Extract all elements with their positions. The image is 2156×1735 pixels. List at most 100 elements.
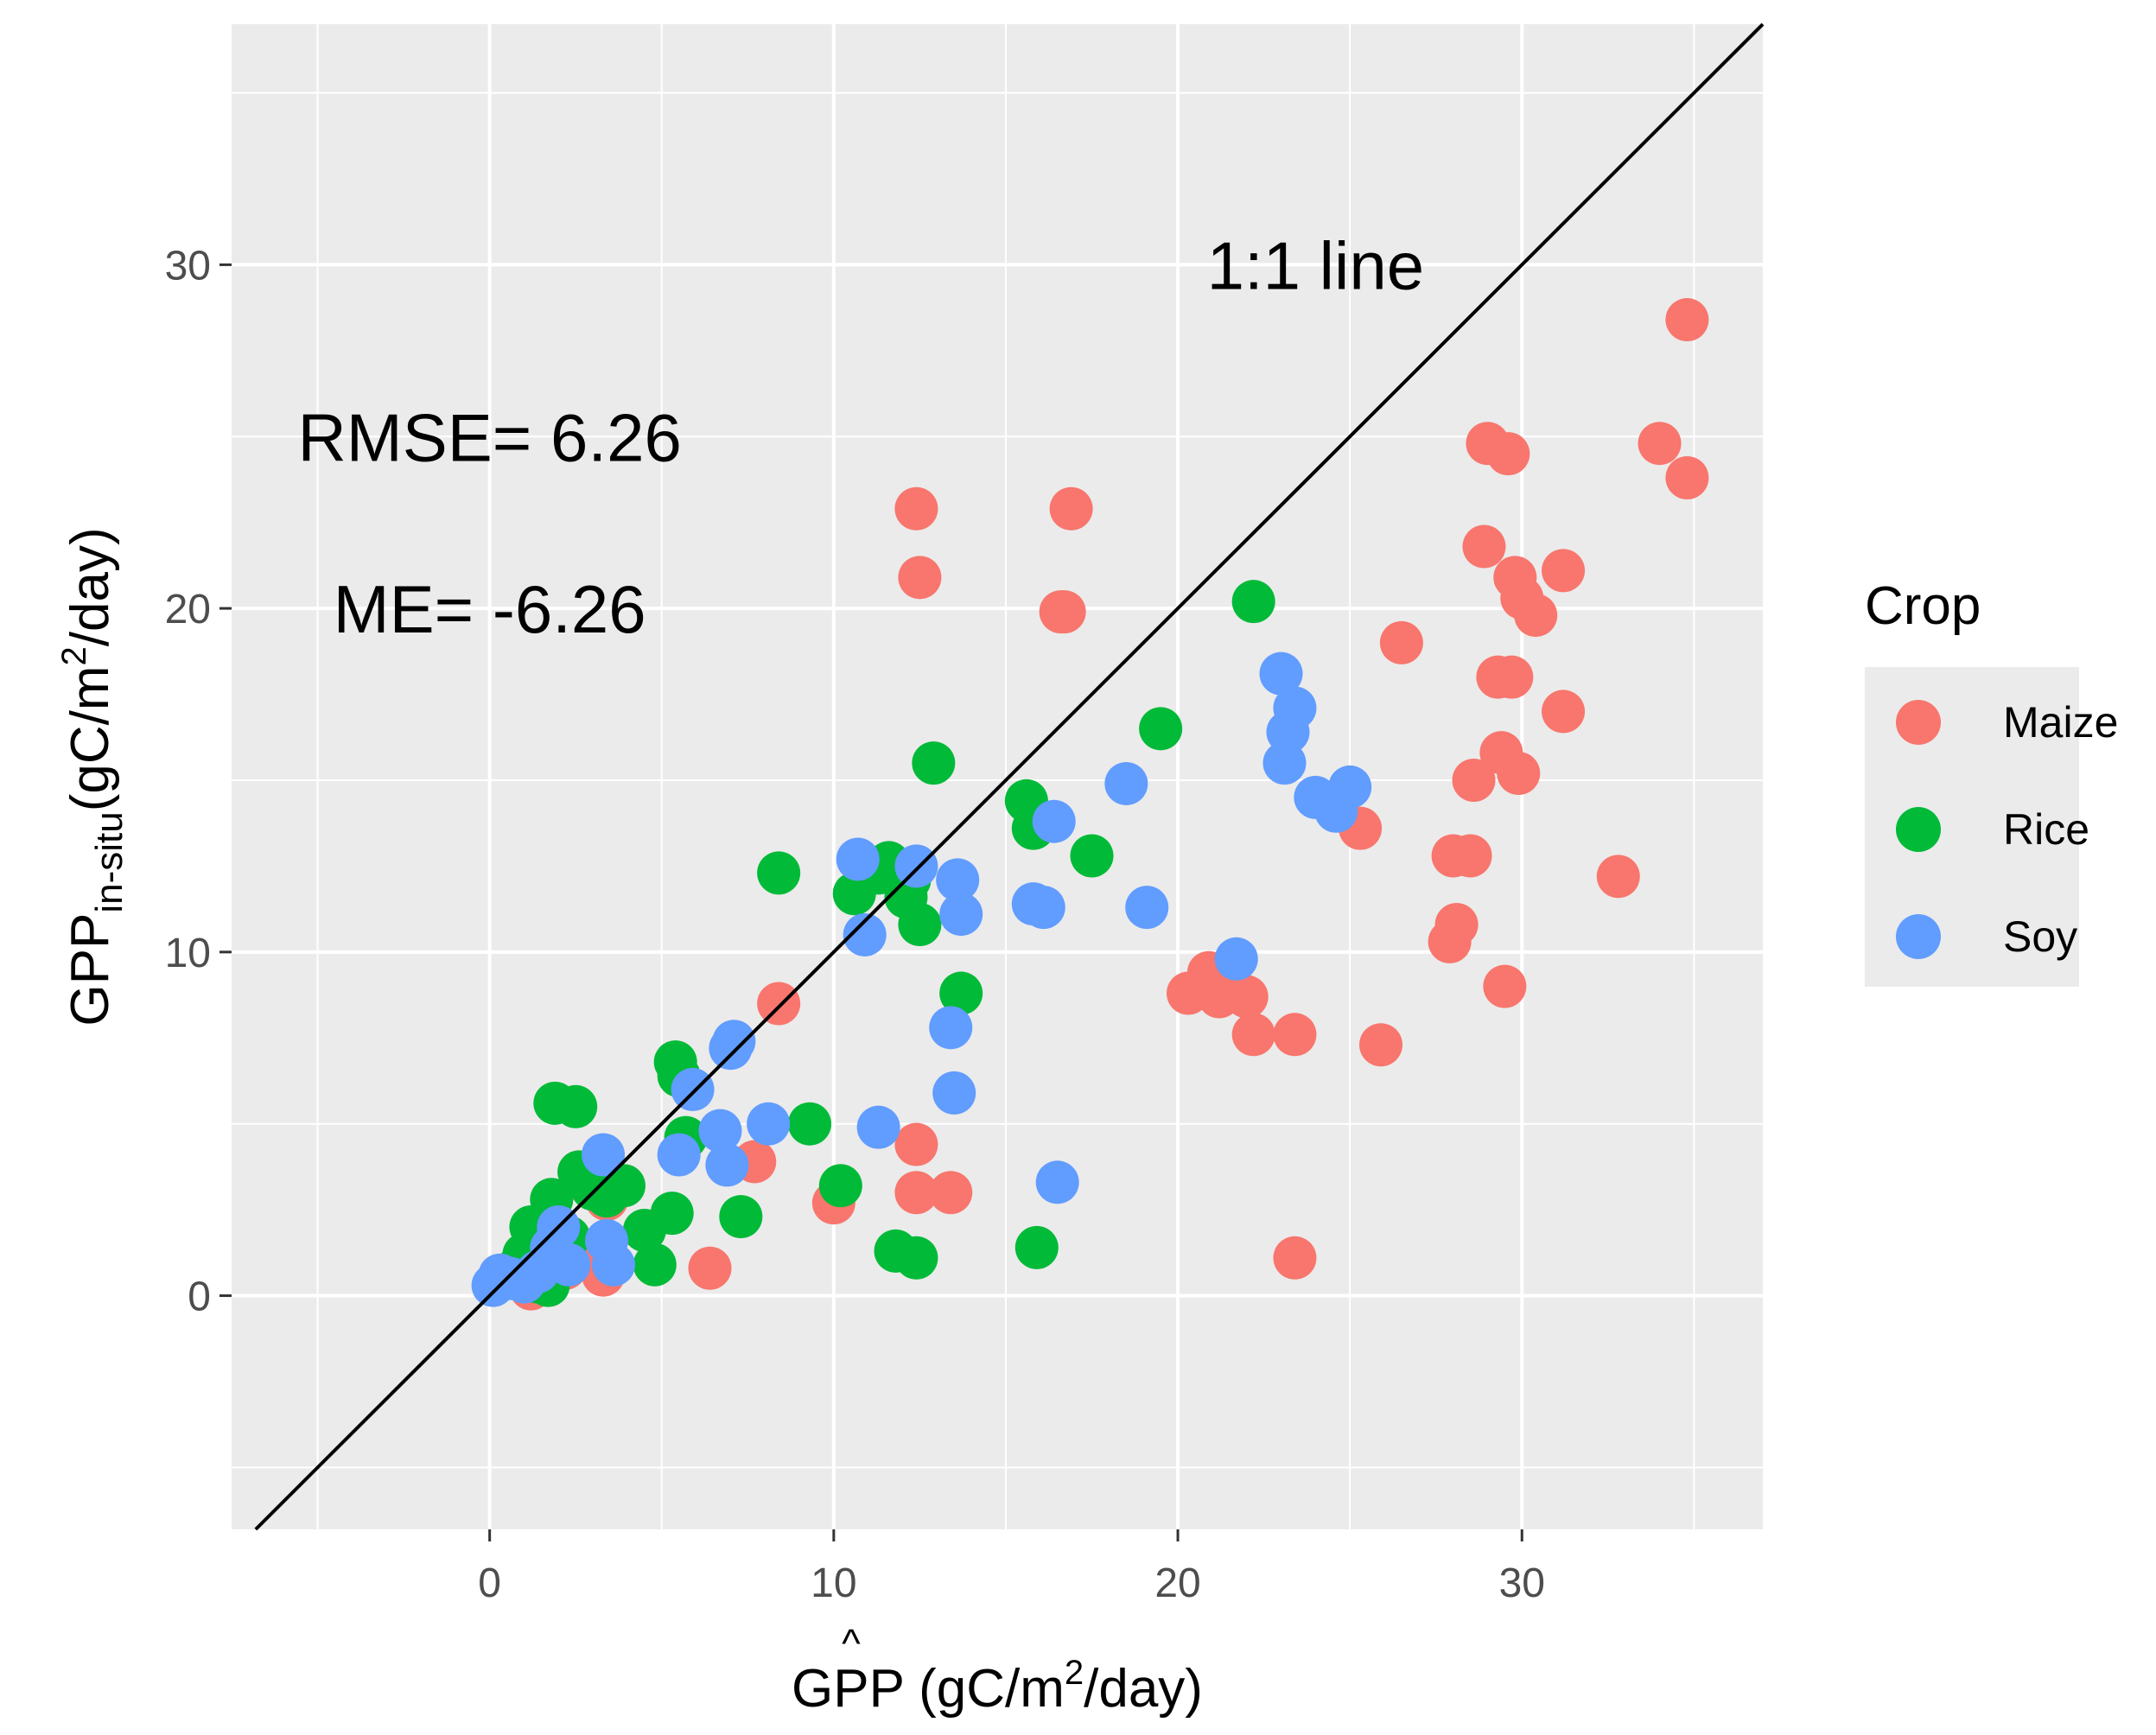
point-rice bbox=[650, 1192, 694, 1236]
point-maize bbox=[1452, 758, 1496, 802]
point-maize bbox=[1273, 1236, 1317, 1280]
point-soy bbox=[1273, 686, 1317, 730]
point-soy bbox=[1021, 886, 1065, 930]
point-maize bbox=[1638, 422, 1682, 466]
point-maize bbox=[1231, 1013, 1275, 1057]
point-rice bbox=[1070, 834, 1114, 878]
x-axis-ticks: 0 10 20 30 bbox=[478, 1529, 1545, 1606]
legend-key-rice bbox=[1896, 807, 1941, 852]
point-soy bbox=[582, 1133, 626, 1177]
point-rice bbox=[1139, 707, 1183, 751]
point-maize bbox=[894, 1122, 938, 1166]
point-soy bbox=[836, 837, 880, 881]
point-soy bbox=[1214, 937, 1258, 981]
x-title-hat-base: P bbox=[833, 1659, 868, 1719]
point-maize bbox=[1542, 690, 1586, 734]
point-rice bbox=[894, 1236, 938, 1280]
y-title-sup: 2 bbox=[55, 646, 93, 665]
point-maize bbox=[1448, 834, 1492, 878]
point-maize bbox=[1514, 594, 1558, 638]
x-title-hat: ^ bbox=[842, 1621, 861, 1666]
point-maize bbox=[1042, 590, 1086, 634]
point-maize bbox=[1665, 455, 1709, 499]
legend-key-soy bbox=[1896, 914, 1941, 959]
point-soy bbox=[592, 1242, 636, 1287]
point-soy bbox=[856, 1105, 900, 1149]
point-maize bbox=[1665, 298, 1709, 342]
point-maize bbox=[1224, 975, 1269, 1019]
point-maize bbox=[1486, 432, 1530, 476]
y-tick-label: 30 bbox=[165, 243, 211, 289]
legend-label-rice: Rice bbox=[2003, 805, 2089, 854]
point-soy bbox=[1259, 651, 1303, 696]
point-maize bbox=[1358, 1023, 1402, 1067]
point-soy bbox=[747, 1102, 791, 1146]
point-rice bbox=[898, 903, 942, 947]
x-tick-label: 20 bbox=[1154, 1560, 1200, 1606]
point-rice bbox=[757, 851, 801, 895]
x-title-sup: 2 bbox=[1065, 1654, 1084, 1692]
point-rice bbox=[633, 1242, 677, 1287]
x-tick-label: 0 bbox=[478, 1560, 501, 1606]
point-maize bbox=[1490, 655, 1534, 699]
point-maize bbox=[1497, 752, 1541, 796]
point-rice bbox=[1231, 580, 1275, 624]
point-maize bbox=[1049, 486, 1093, 531]
point-maize bbox=[929, 1171, 973, 1215]
y-title-tail: /day) bbox=[60, 527, 120, 646]
point-rice bbox=[1014, 1225, 1059, 1269]
point-soy bbox=[843, 912, 887, 956]
point-soy bbox=[657, 1133, 701, 1177]
y-tick-label: 0 bbox=[188, 1274, 211, 1320]
one-to-one-label: 1:1 line bbox=[1207, 227, 1425, 303]
point-soy bbox=[932, 1071, 976, 1115]
me-annotation: ME= -6.26 bbox=[334, 571, 646, 647]
point-maize bbox=[757, 982, 801, 1026]
legend-title: Crop bbox=[1865, 576, 1981, 636]
point-maize bbox=[1273, 1013, 1317, 1057]
x-title-base: G bbox=[792, 1659, 833, 1719]
y-title-base: GPP bbox=[60, 913, 120, 1026]
point-rice bbox=[554, 1084, 598, 1128]
point-maize bbox=[1379, 620, 1423, 664]
legend-label-maize: Maize bbox=[2003, 698, 2118, 747]
point-soy bbox=[1104, 761, 1148, 805]
point-maize bbox=[1462, 524, 1506, 569]
x-title-tail: /day) bbox=[1084, 1659, 1203, 1719]
rmse-annotation: RMSE= 6.26 bbox=[297, 399, 681, 475]
one-to-one-line bbox=[254, 22, 1765, 1531]
y-tick-label: 20 bbox=[165, 587, 211, 632]
legend-label-soy: Soy bbox=[2003, 912, 2077, 961]
point-soy bbox=[936, 858, 980, 902]
point-soy bbox=[698, 1109, 742, 1153]
point-maize bbox=[1434, 903, 1479, 947]
point-rice bbox=[719, 1195, 763, 1239]
data-points bbox=[471, 298, 1709, 1311]
point-maize bbox=[1542, 549, 1586, 593]
point-maize bbox=[894, 486, 938, 531]
x-axis-title: GPP (gC/m2/day) bbox=[792, 1654, 1203, 1719]
point-soy bbox=[1035, 1160, 1079, 1204]
point-maize bbox=[1596, 855, 1640, 899]
y-tick-label: 10 bbox=[165, 931, 211, 976]
legend-key-maize bbox=[1896, 700, 1941, 745]
x-title-rest: P (gC/m bbox=[869, 1659, 1065, 1719]
point-soy bbox=[712, 1020, 756, 1064]
point-rice bbox=[787, 1102, 831, 1146]
y-axis-ticks: 0 10 20 30 bbox=[165, 243, 232, 1320]
series-soy bbox=[471, 651, 1372, 1307]
legend: Crop Maize Rice Soy bbox=[1865, 576, 2118, 987]
point-soy bbox=[894, 844, 938, 888]
point-maize bbox=[898, 556, 942, 600]
point-soy bbox=[547, 1242, 591, 1287]
point-soy bbox=[1328, 765, 1372, 809]
grid-minor bbox=[232, 24, 1763, 1529]
y-axis-title: GPPin-situ(gC/m2/day) bbox=[55, 527, 130, 1026]
point-maize bbox=[688, 1246, 732, 1290]
point-maize bbox=[894, 1171, 938, 1215]
point-soy bbox=[1125, 886, 1169, 930]
x-tick-label: 10 bbox=[811, 1560, 856, 1606]
point-soy bbox=[929, 1006, 973, 1050]
point-rice bbox=[601, 1164, 646, 1208]
